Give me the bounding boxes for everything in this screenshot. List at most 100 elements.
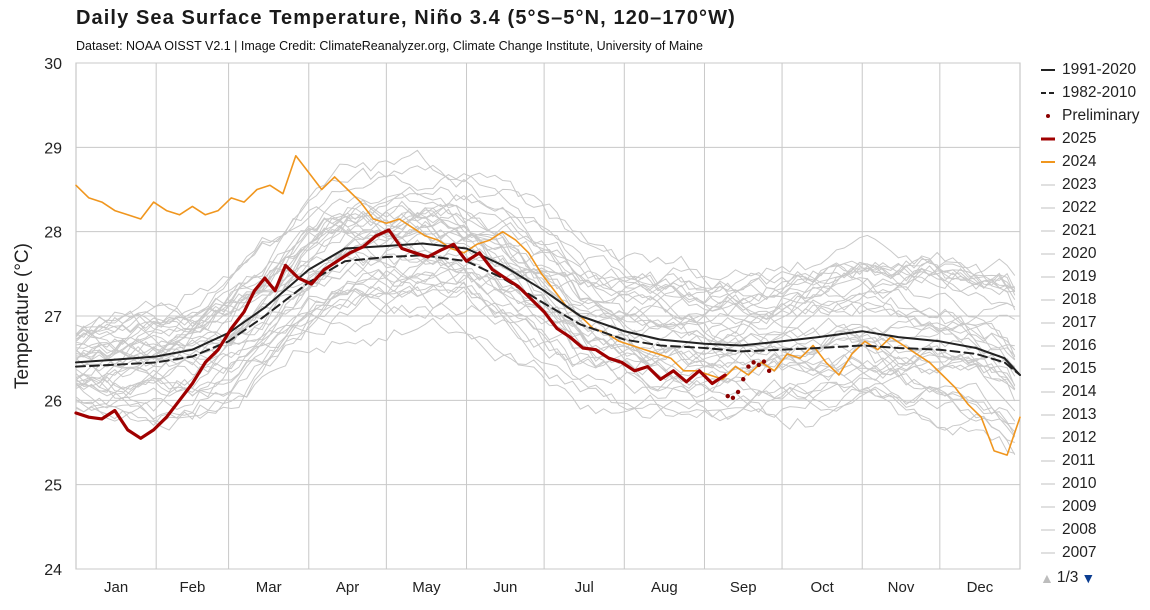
legend-swatch — [1041, 344, 1055, 347]
legend-item-2007[interactable]: 2007 — [1040, 541, 1148, 564]
legend-item-2013[interactable]: 2013 — [1040, 403, 1148, 426]
background-year-line — [75, 246, 1016, 456]
legend-label: 1991-2020 — [1062, 60, 1137, 78]
series-preliminary-point — [741, 377, 746, 382]
y-tick-label: 24 — [44, 562, 62, 579]
y-tick-label: 28 — [44, 225, 62, 242]
legend-label: 2019 — [1062, 267, 1097, 285]
x-tick-label: Mar — [256, 579, 282, 596]
background-year-line — [75, 200, 1016, 340]
legend-swatch — [1041, 206, 1055, 209]
y-tick-labels: 24 25 26 27 28 29 30 — [44, 56, 62, 579]
y-tick-label: 26 — [44, 393, 62, 410]
legend-item-2010[interactable]: 2010 — [1040, 472, 1148, 495]
series-2025-line — [74, 228, 727, 440]
legend-item-2016[interactable]: 2016 — [1040, 334, 1148, 357]
legend-swatch — [1046, 113, 1050, 118]
legend-swatch — [1041, 459, 1055, 462]
legend-item-2008[interactable]: 2008 — [1040, 518, 1148, 541]
y-axis-label: Temperature (°C) — [12, 243, 33, 389]
y-tick-label: 30 — [44, 56, 62, 73]
chart-subtitle: Dataset: NOAA OISST V2.1 | Image Credit:… — [76, 39, 703, 53]
legend-item-2020[interactable]: 2020 — [1040, 242, 1148, 265]
legend-label: 2009 — [1062, 497, 1097, 515]
legend-swatch — [1041, 252, 1055, 255]
legend-item-2022[interactable]: 2022 — [1040, 196, 1148, 219]
legend-label: Preliminary — [1062, 106, 1140, 124]
background-year-line — [75, 279, 1016, 397]
series-preliminary-point — [756, 362, 761, 368]
legend-item-1991-2020[interactable]: 1991-2020 — [1040, 58, 1148, 81]
legend-item-2018[interactable]: 2018 — [1040, 288, 1148, 311]
x-tick-label: Jun — [493, 579, 517, 596]
legend-label: 2014 — [1062, 382, 1097, 400]
series-preliminary-point — [725, 393, 730, 399]
series-preliminary-point — [746, 364, 751, 369]
x-tick-label: Jan — [104, 579, 128, 596]
legend: 1991-2020 1982-2010 Preliminary 2025 2024 202… — [1040, 58, 1148, 564]
legend-item-2024[interactable]: 2024 — [1040, 150, 1148, 173]
legend-label: 2015 — [1062, 359, 1097, 377]
legend-swatch — [1041, 160, 1055, 163]
background-year-line — [75, 210, 1016, 412]
legend-swatch — [1041, 298, 1055, 301]
background-year-line — [75, 286, 1016, 422]
legend-item-2014[interactable]: 2014 — [1040, 380, 1148, 403]
series-preliminary-point — [730, 395, 736, 401]
background-year-line — [75, 202, 1016, 364]
background-year-line — [75, 232, 1016, 390]
legend-item-2015[interactable]: 2015 — [1040, 357, 1148, 380]
legend-label: 2010 — [1062, 474, 1097, 492]
legend-prev-page-button[interactable]: ▲ — [1040, 570, 1054, 586]
legend-label: 2021 — [1062, 221, 1097, 239]
background-year-line — [75, 253, 1016, 384]
legend-next-page-button[interactable]: ▼ — [1081, 570, 1096, 586]
legend-label: 2023 — [1062, 175, 1097, 193]
background-year-line — [75, 286, 1016, 431]
legend-item-1982-2010[interactable]: 1982-2010 — [1040, 81, 1148, 104]
legend-item-2017[interactable]: 2017 — [1040, 311, 1148, 334]
legend-item-2023[interactable]: 2023 — [1040, 173, 1148, 196]
y-tick-label: 27 — [44, 309, 62, 326]
legend-item-2025[interactable]: 2025 — [1040, 127, 1148, 150]
background-year-line — [75, 227, 1016, 390]
x-tick-label: Dec — [967, 579, 994, 596]
legend-page-indicator: 1/3 — [1056, 569, 1079, 586]
background-year-line — [75, 205, 1016, 390]
legend-item-2021[interactable]: 2021 — [1040, 219, 1148, 242]
x-tick-label: Oct — [810, 579, 834, 596]
legend-swatch — [1041, 275, 1055, 278]
background-year-line — [75, 268, 1016, 410]
x-tick-label: Aug — [651, 579, 678, 596]
legend-label: 2007 — [1062, 543, 1097, 561]
y-tick-label: 25 — [44, 478, 62, 495]
legend-item-2011[interactable]: 2011 — [1040, 449, 1148, 472]
legend-label: 2017 — [1062, 313, 1097, 331]
legend-swatch — [1041, 321, 1055, 324]
legend-label: 2012 — [1062, 428, 1097, 446]
x-tick-label: Apr — [336, 579, 359, 596]
x-tick-labels: Jan Feb Mar Apr May Jun Jul Aug Sep Oct Nov Dec — [104, 579, 994, 596]
background-year-line — [75, 287, 1016, 427]
legend-label: 1982-2010 — [1062, 83, 1137, 101]
legend-label: 2020 — [1062, 244, 1097, 262]
legend-item-2009[interactable]: 2009 — [1040, 495, 1148, 518]
legend-swatch — [1041, 137, 1055, 140]
legend-swatch — [1041, 528, 1055, 531]
legend-label: 2022 — [1062, 198, 1097, 216]
legend-item-preliminary[interactable]: Preliminary — [1040, 104, 1148, 127]
series-preliminary-point — [735, 389, 741, 395]
legend-swatch — [1041, 482, 1055, 485]
legend-swatch — [1041, 68, 1055, 71]
legend-swatch — [1041, 91, 1055, 94]
x-tick-label: Sep — [730, 579, 757, 596]
legend-label: 2024 — [1062, 152, 1097, 170]
series-preliminary-point — [761, 359, 767, 364]
x-tick-label: Nov — [888, 579, 915, 596]
background-year-line — [75, 317, 1015, 454]
x-tick-label: Jul — [575, 579, 594, 596]
legend-item-2012[interactable]: 2012 — [1040, 426, 1148, 449]
legend-item-2019[interactable]: 2019 — [1040, 265, 1148, 288]
background-year-lines — [75, 149, 1016, 456]
